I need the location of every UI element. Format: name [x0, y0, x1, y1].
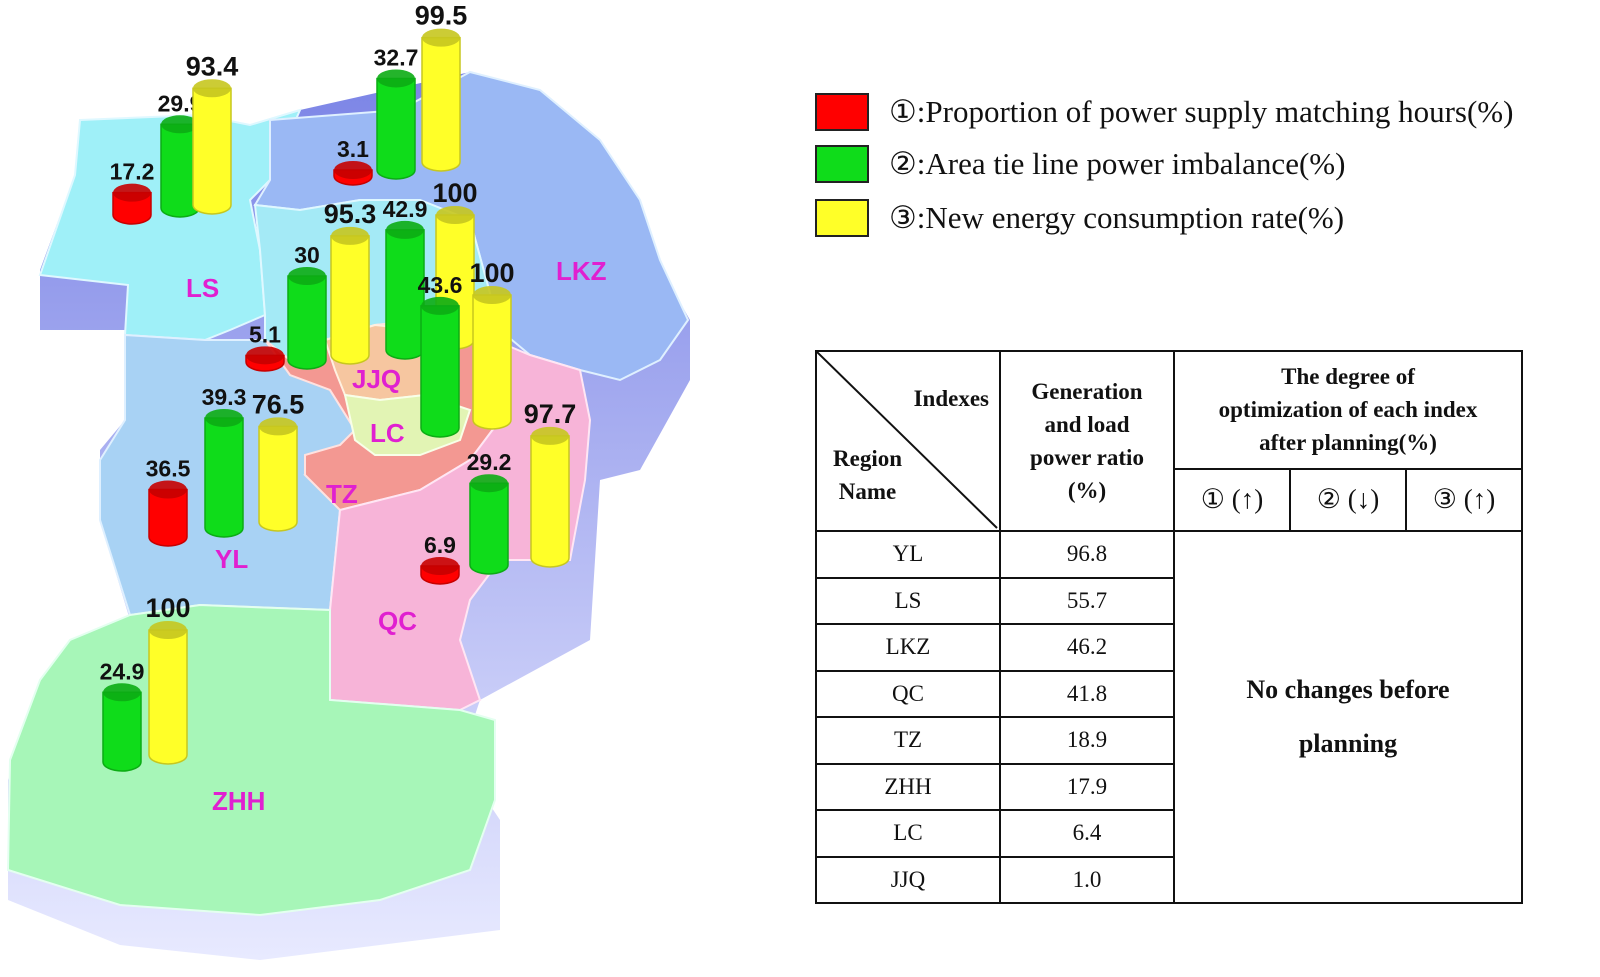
map-regions: [6, 70, 690, 917]
bar-label-lc-index3: 100: [469, 258, 514, 288]
row-region: YL: [815, 530, 1001, 579]
bar-ls-index1: 17.2: [110, 159, 155, 225]
bar-label-zhh-index2: 24.9: [100, 658, 145, 684]
merged-note: No changes before planning: [1173, 530, 1523, 904]
region-map: LS LKZ JJQ LC TZ YL QC ZHH 17.229.993.43…: [6, 1, 690, 960]
label-yl: YL: [215, 544, 248, 574]
row-region: QC: [815, 669, 1001, 718]
index-table: Indexes Region Name Generation and load pow…: [815, 350, 1523, 904]
bar-label-jjq-index2: 30: [294, 242, 320, 268]
label-lkz: LKZ: [556, 256, 607, 286]
header-ratio: Generation and load power ratio (%): [999, 350, 1175, 532]
table-row: QC 41.8: [815, 669, 1522, 718]
label-ls: LS: [186, 273, 219, 303]
bar-ls-index3: 93.4: [186, 51, 239, 215]
label-zhh: ZHH: [212, 786, 265, 816]
table-row: JJQ 1.0: [815, 855, 1522, 904]
table-row: TZ 18.9: [815, 716, 1522, 765]
bar-label-jjq2-index2: 42.9: [383, 196, 428, 222]
legend-item-3: ③:New energy consumption rate(%): [815, 196, 1344, 240]
row-region: LS: [815, 576, 1001, 625]
bar-label-lkz-index3: 99.5: [415, 1, 468, 31]
bar-label-yl-index1: 36.5: [146, 456, 191, 482]
legend-label-1: ①:Proportion of power supply matching ho…: [889, 94, 1514, 129]
diagonal-line: [817, 352, 998, 529]
label-tz: TZ: [326, 479, 358, 509]
bar-label-ls-index1: 17.2: [110, 159, 155, 185]
bar-zhh-index3: 100: [145, 593, 191, 765]
header-optimization: The degree of optimization of each index a…: [1173, 350, 1523, 470]
bar-jjq-index3: 95.3: [324, 199, 377, 365]
bar-label-lkz-index1: 3.1: [337, 136, 369, 162]
bar-lkz-index1: 3.1: [333, 136, 373, 186]
corner-header: Indexes Region Name: [815, 350, 1001, 532]
label-lc: LC: [370, 418, 405, 448]
bar-label-lc-index2: 43.6: [418, 272, 463, 298]
bar-label-ls-index3: 93.4: [186, 51, 239, 81]
bar-qc-index1: 6.9: [420, 532, 460, 585]
row-ratio: 96.8: [999, 530, 1175, 579]
corner-indexes: Indexes: [913, 386, 989, 411]
bar-label-yl-index3: 76.5: [252, 389, 305, 419]
bar-label-zhh-index3: 100: [145, 593, 190, 623]
bar-label-jjq-index1: 5.1: [249, 321, 281, 347]
legend-swatch-yellow: [815, 199, 869, 237]
bar-label-jjq2-index3: 100: [432, 178, 477, 208]
bar-label-lkz-index2: 32.7: [374, 44, 419, 70]
region-labels: LS LKZ JJQ LC TZ YL QC ZHH: [186, 256, 607, 816]
bar-zhh-index2: 24.9: [100, 658, 145, 772]
bar-label-qc-index3: 97.7: [524, 399, 577, 429]
legend-swatch-red: [815, 93, 869, 131]
row-ratio: 41.8: [999, 669, 1175, 718]
bar-label-jjq-index3: 95.3: [324, 199, 377, 229]
row-region: ZHH: [815, 762, 1001, 811]
bar-label-yl-index2: 39.3: [202, 384, 247, 410]
legend-label-2: ②:Area tie line power imbalance(%): [889, 146, 1346, 181]
table-row: ZHH 17.9: [815, 762, 1522, 811]
bar-label-qc-index2: 29.2: [467, 449, 512, 475]
row-region: JJQ: [815, 855, 1001, 904]
row-ratio: 18.9: [999, 716, 1175, 765]
legend-swatch-green: [815, 145, 869, 183]
bar-yl-index2: 39.3: [202, 384, 247, 538]
row-region: TZ: [815, 716, 1001, 765]
row-ratio: 46.2: [999, 623, 1175, 672]
bar-lc-index3: 100: [469, 258, 515, 430]
bar-label-qc-index1: 6.9: [424, 532, 456, 558]
bar-yl-index3: 76.5: [252, 389, 305, 532]
bar-jjq2-index2: 42.9: [383, 196, 428, 360]
table-row: LC 6.4: [815, 809, 1522, 858]
row-region: LC: [815, 809, 1001, 858]
bar-lc-index2: 43.6: [418, 272, 463, 438]
row-ratio: 6.4: [999, 809, 1175, 858]
table-row: LS 55.7: [815, 576, 1522, 625]
region-zhh: [6, 603, 496, 917]
bar-qc-index3: 97.7: [524, 399, 577, 568]
row-region: LKZ: [815, 623, 1001, 672]
subheader-1: ① (↑): [1173, 467, 1291, 533]
legend-item-1: ①:Proportion of power supply matching ho…: [815, 90, 1513, 134]
label-qc: QC: [378, 606, 417, 636]
row-ratio: 17.9: [999, 762, 1175, 811]
bar-jjq-index2: 30: [287, 242, 327, 370]
bar-qc-index2: 29.2: [467, 449, 512, 575]
bar-yl-index1: 36.5: [146, 456, 191, 547]
bar-jjq-index1: 5.1: [245, 321, 285, 372]
label-jjq: JJQ: [352, 364, 401, 394]
corner-region-name: Region Name: [833, 446, 902, 504]
row-ratio: 55.7: [999, 576, 1175, 625]
legend-item-2: ②:Area tie line power imbalance(%): [815, 142, 1345, 186]
bar-lkz-index2: 32.7: [374, 44, 419, 180]
subheader-2: ② (↓): [1289, 467, 1407, 533]
table-row: LKZ 46.2: [815, 623, 1522, 672]
subheader-3: ③ (↑): [1405, 467, 1523, 533]
row-ratio: 1.0: [999, 855, 1175, 904]
legend-label-3: ③:New energy consumption rate(%): [889, 200, 1345, 235]
table-row: YL 96.8 No changes before planning: [815, 530, 1523, 904]
bar-lkz-index3: 99.5: [415, 1, 468, 172]
